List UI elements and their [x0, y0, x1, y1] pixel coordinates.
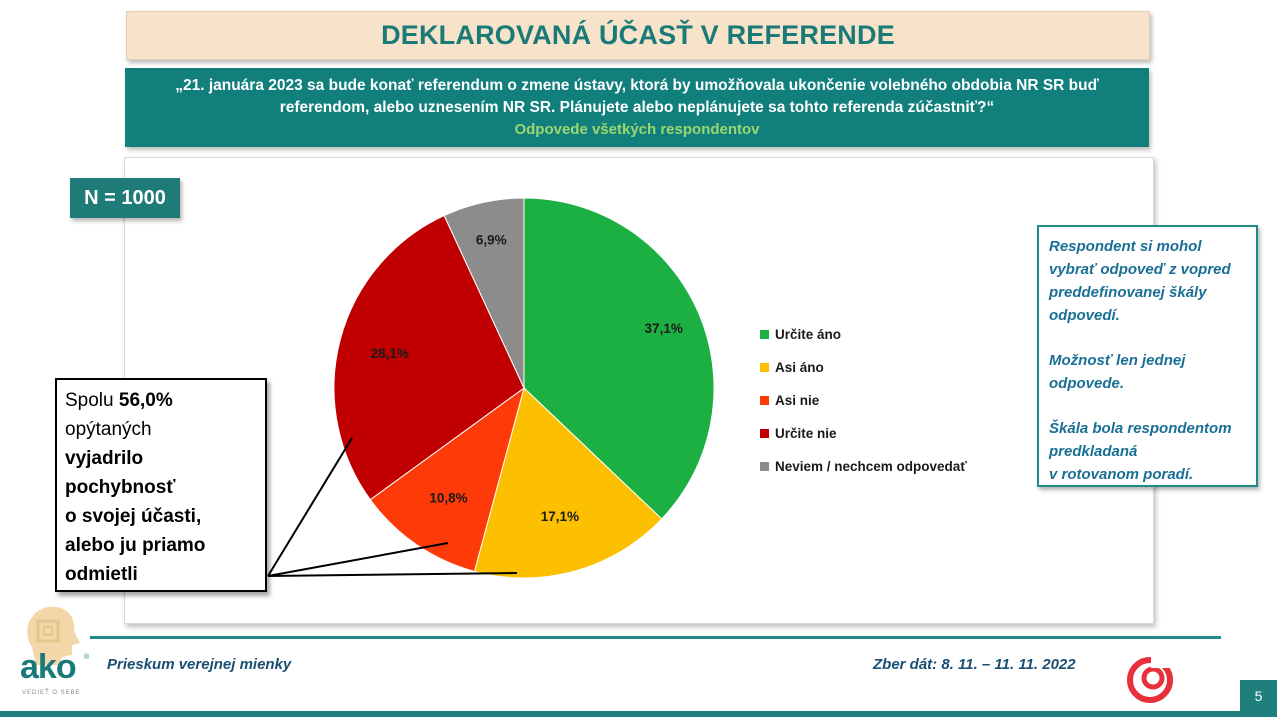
legend-swatch [760, 429, 769, 438]
question-line-1: „21. januára 2023 sa bude konať referend… [175, 77, 1099, 94]
slice-data-label: 6,9% [476, 233, 507, 248]
note-paragraph-3: Škála bola respondentom predkladaná v ro… [1049, 420, 1232, 483]
legend-label: Asi nie [775, 393, 820, 408]
question-box: „21. januára 2023 sa bude konať referend… [125, 68, 1149, 147]
callout-pointer-line [267, 572, 518, 577]
summary-text-6: alebo ju priamo [65, 535, 206, 556]
summary-text-7: odmietli [65, 564, 138, 585]
legend-item: Asi áno [760, 351, 967, 384]
summary-text-4: pochybnosť [65, 477, 176, 498]
pie-slice [333, 214, 525, 501]
summary-callout: Spolu 56,0% opýtaných vyjadrilo pochybno… [55, 378, 267, 592]
legend-label: Určite áno [775, 327, 842, 342]
legend-label: Určite nie [775, 426, 837, 441]
legend-item: Asi nie [760, 384, 967, 417]
ako-logo-icon [27, 606, 80, 665]
page-number: 5 [1240, 680, 1277, 711]
summary-text-2: opýtaných [65, 419, 152, 440]
ako-tagline: VEDIEŤ O SEBE [22, 690, 81, 696]
legend-item: Určite áno [760, 318, 967, 351]
legend-label: Asi áno [775, 360, 824, 375]
sample-size-badge: N = 1000 [70, 178, 180, 218]
note-paragraph-2: Možnosť len jednej odpovede. [1049, 352, 1186, 392]
methodology-note: Respondent si mohol vybrať odpoveď z vop… [1037, 225, 1258, 487]
legend-swatch [760, 462, 769, 471]
callout-pointer-line [267, 437, 353, 577]
legend-swatch [760, 363, 769, 372]
legend-swatch [760, 330, 769, 339]
slice-data-label: 37,1% [645, 321, 683, 336]
legend-label: Neviem / nechcem odpovedať [775, 459, 967, 474]
footer-divider [90, 636, 1221, 639]
slide-title: DEKLAROVANÁ ÚČASŤ V REFERENDE [126, 11, 1150, 60]
callout-pointer-line [267, 542, 449, 577]
pie-slice [523, 197, 715, 520]
summary-text-3: vyjadrilo [65, 448, 144, 469]
ako-registered-mark: ® [84, 654, 90, 661]
legend-item: Neviem / nechcem odpovedať [760, 450, 967, 483]
legend-item: Určite nie [760, 417, 967, 450]
summary-text-1: Spolu [65, 390, 119, 411]
slice-data-label: 28,1% [371, 346, 409, 361]
slice-data-label: 10,8% [429, 491, 467, 506]
pie-slice [369, 386, 525, 573]
note-paragraph-1: Respondent si mohol vybrať odpoveď z vop… [1049, 238, 1231, 324]
footer-survey-label: Prieskum verejnej mienky [107, 656, 292, 673]
footer-collection-dates: Zber dát: 8. 11. – 11. 11. 2022 [873, 656, 1076, 673]
ako-logo-text: ako [20, 648, 77, 686]
summary-text-5: o svojej účasti, [65, 506, 202, 527]
pie-slice [443, 197, 525, 389]
chart-legend: Určite áno Asi áno Asi nie Určite nie Neviem… [760, 318, 967, 483]
summary-percent: 56,0% [118, 390, 173, 411]
legend-swatch [760, 396, 769, 405]
question-line-2: referendom, alebo uznesením NR SR. Plánu… [279, 99, 995, 116]
broadcaster-logo-icon [1127, 654, 1175, 703]
pie-slice [473, 387, 663, 579]
slice-data-label: 17,1% [541, 509, 579, 524]
question-subtitle: Odpovede všetkých respondentov [514, 121, 760, 138]
bottom-frame-bar [0, 711, 1277, 717]
